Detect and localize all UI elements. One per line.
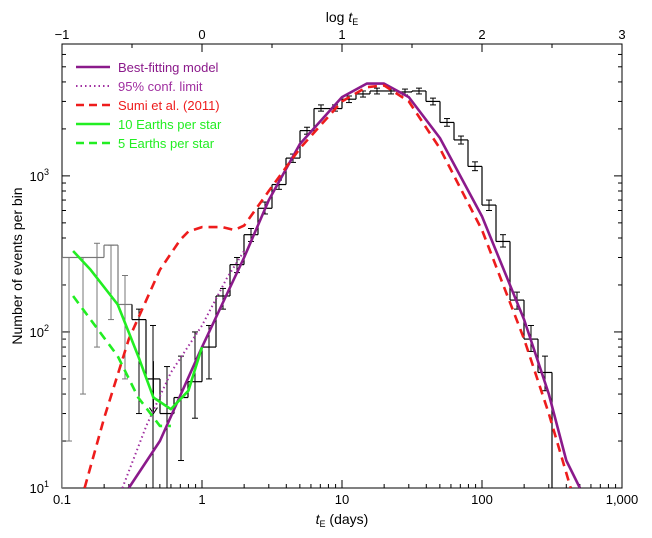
x-tick-label: 1 bbox=[198, 492, 205, 507]
upper-limit-arrow-head bbox=[149, 407, 158, 415]
legend-label: Sumi et al. (2011) bbox=[118, 98, 220, 113]
x-axis-label: tE (days) bbox=[316, 511, 369, 529]
y-tick-label: 101 bbox=[30, 479, 49, 496]
legend-label: 5 Earths per star bbox=[118, 136, 215, 151]
legend-label: Best-fitting model bbox=[118, 60, 219, 75]
series-line bbox=[72, 250, 204, 411]
top-tick-label: 0 bbox=[198, 27, 205, 42]
series-line bbox=[83, 84, 572, 488]
legend-label: 95% conf. limit bbox=[118, 79, 203, 94]
x-tick-label: 10 bbox=[335, 492, 349, 507]
tick-labels: −1 0 1 2 3 0.1 1 10 100 1,000 101 102 103 tE (days) lo… bbox=[9, 9, 638, 529]
top-tick-label: 1 bbox=[338, 27, 345, 42]
top-tick-label: −1 bbox=[55, 27, 70, 42]
top-tick-label: 2 bbox=[478, 27, 485, 42]
y-tick-label: 102 bbox=[30, 323, 49, 340]
x-tick-label: 0.1 bbox=[53, 492, 71, 507]
x-tick-label: 100 bbox=[471, 492, 493, 507]
top-axis-label: log tE bbox=[326, 9, 358, 27]
series-line bbox=[127, 82, 582, 488]
x-tick-label: 1,000 bbox=[606, 492, 639, 507]
y-tick-label: 103 bbox=[30, 167, 49, 184]
tick-marks bbox=[61, 43, 623, 489]
top-tick-label: 3 bbox=[618, 27, 625, 42]
y-axis-label: Number of events per bin bbox=[9, 187, 25, 344]
model-curves bbox=[72, 82, 582, 488]
legend-label: 10 Earths per star bbox=[118, 117, 222, 132]
series-line bbox=[121, 250, 245, 488]
legend: Best-fitting model 95% conf. limit Sumi et… bbox=[76, 60, 222, 151]
series-line bbox=[72, 295, 171, 428]
